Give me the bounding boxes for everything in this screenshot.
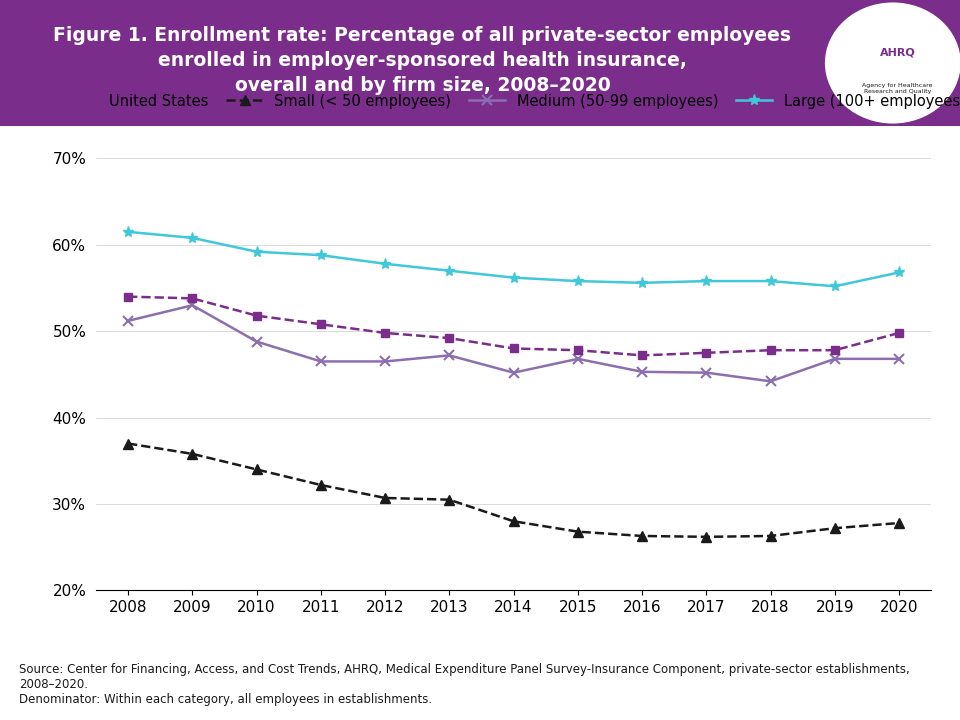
Medium (50-99 employees)	[894, 354, 905, 363]
Line: Large (100+ employees): Large (100+ employees)	[123, 226, 904, 292]
United States	[251, 311, 262, 320]
Large (100+ employees)	[894, 268, 905, 276]
Line: Medium (50-99 employees): Medium (50-99 employees)	[123, 300, 904, 386]
Medium (50-99 employees)	[829, 354, 841, 363]
Large (100+ employees)	[765, 276, 777, 285]
Medium (50-99 employees)	[765, 377, 777, 386]
Text: Agency for Healthcare
Research and Quality: Agency for Healthcare Research and Quali…	[862, 83, 933, 94]
United States	[765, 346, 777, 354]
Large (100+ employees)	[186, 233, 198, 242]
Large (100+ employees)	[444, 266, 455, 275]
Small (< 50 employees)	[315, 481, 326, 490]
Small (< 50 employees)	[765, 531, 777, 540]
Small (< 50 employees)	[251, 465, 262, 474]
Medium (50-99 employees)	[186, 301, 198, 310]
Text: Source: Center for Financing, Access, and Cost Trends, AHRQ, Medical Expenditure: Source: Center for Financing, Access, an…	[19, 662, 910, 706]
Large (100+ employees)	[122, 228, 133, 236]
FancyBboxPatch shape	[0, 0, 960, 126]
Large (100+ employees)	[315, 251, 326, 259]
United States	[636, 351, 648, 360]
United States	[701, 348, 712, 357]
United States	[379, 328, 391, 337]
United States	[894, 328, 905, 337]
United States	[444, 334, 455, 343]
Medium (50-99 employees)	[636, 367, 648, 376]
Medium (50-99 employees)	[701, 369, 712, 377]
Large (100+ employees)	[829, 282, 841, 291]
Medium (50-99 employees)	[572, 354, 584, 363]
Line: Small (< 50 employees): Small (< 50 employees)	[123, 438, 904, 541]
Small (< 50 employees)	[894, 518, 905, 527]
United States	[508, 344, 519, 353]
Small (< 50 employees)	[572, 527, 584, 536]
Text: AHRQ: AHRQ	[879, 48, 916, 58]
Large (100+ employees)	[379, 259, 391, 268]
United States	[829, 346, 841, 354]
Large (100+ employees)	[701, 276, 712, 285]
Small (< 50 employees)	[701, 533, 712, 541]
Line: United States: United States	[124, 292, 903, 359]
Large (100+ employees)	[251, 248, 262, 256]
Small (< 50 employees)	[636, 531, 648, 540]
Medium (50-99 employees)	[251, 337, 262, 346]
Medium (50-99 employees)	[508, 369, 519, 377]
Ellipse shape	[826, 3, 960, 123]
Medium (50-99 employees)	[379, 357, 391, 366]
Large (100+ employees)	[572, 276, 584, 285]
United States	[572, 346, 584, 354]
Text: Figure 1. Enrollment rate: Percentage of all private-sector employees
enrolled i: Figure 1. Enrollment rate: Percentage of…	[54, 26, 791, 95]
Medium (50-99 employees)	[444, 351, 455, 360]
Large (100+ employees)	[636, 279, 648, 287]
Legend: United States, Small (< 50 employees), Medium (50-99 employees), Large (100+ emp: United States, Small (< 50 employees), M…	[56, 88, 960, 114]
Small (< 50 employees)	[444, 495, 455, 504]
Large (100+ employees)	[508, 274, 519, 282]
Small (< 50 employees)	[186, 449, 198, 458]
Small (< 50 employees)	[829, 524, 841, 533]
Medium (50-99 employees)	[315, 357, 326, 366]
Small (< 50 employees)	[379, 494, 391, 503]
United States	[315, 320, 326, 328]
Small (< 50 employees)	[508, 517, 519, 526]
Small (< 50 employees)	[122, 439, 133, 448]
United States	[186, 294, 198, 302]
United States	[122, 292, 133, 301]
Medium (50-99 employees)	[122, 317, 133, 325]
